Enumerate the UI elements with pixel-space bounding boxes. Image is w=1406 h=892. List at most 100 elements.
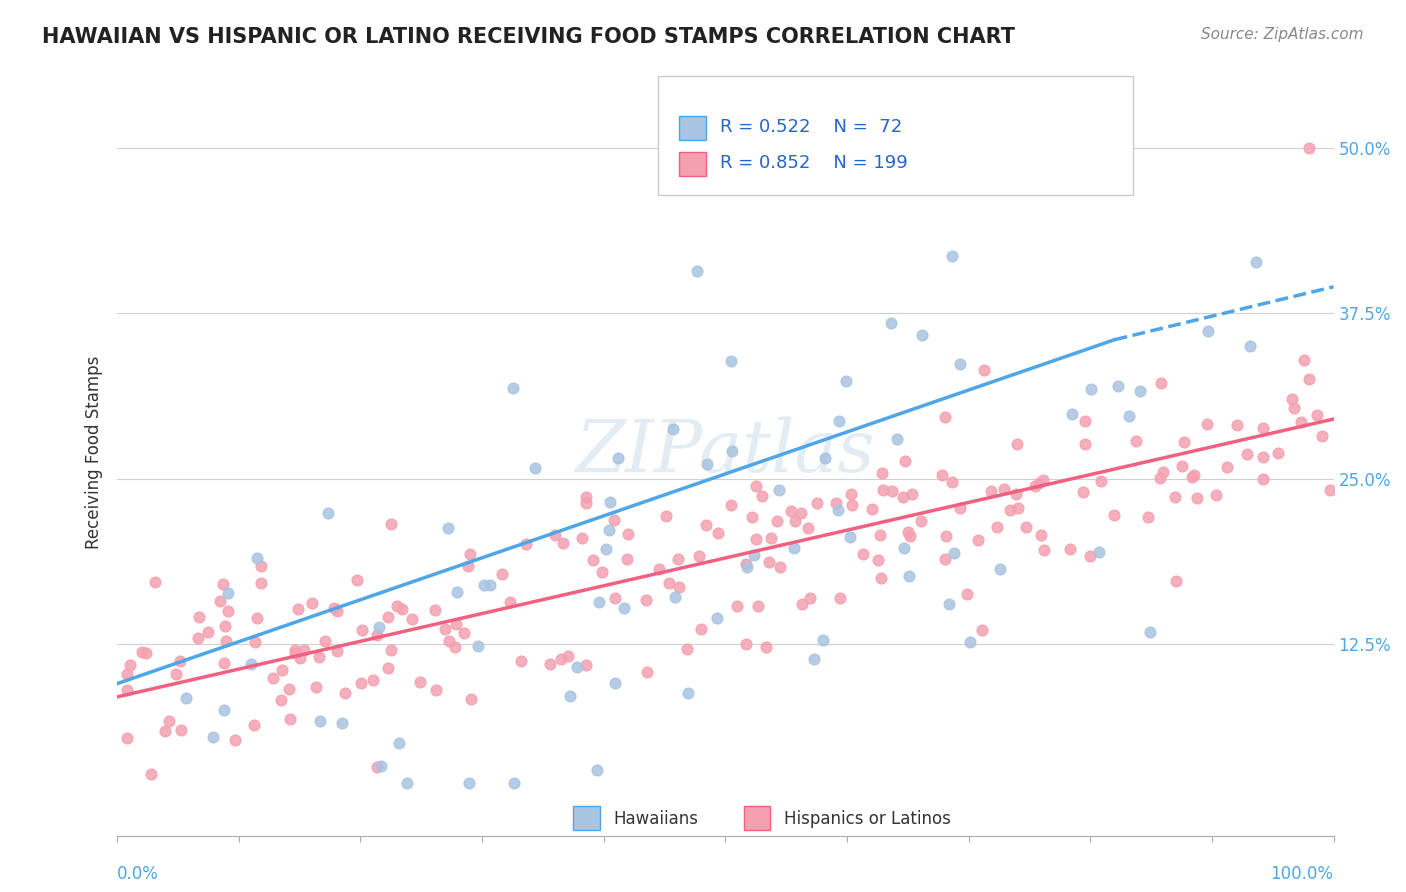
Point xyxy=(1107,379,1129,393)
Point xyxy=(1074,414,1097,428)
Point xyxy=(1185,491,1208,505)
Point xyxy=(735,637,758,651)
Point xyxy=(1205,488,1227,502)
Point xyxy=(1164,574,1187,588)
Point xyxy=(292,643,315,657)
Point xyxy=(1244,255,1267,269)
Point xyxy=(803,652,825,666)
Point xyxy=(1029,527,1052,541)
Point xyxy=(434,623,457,637)
Point xyxy=(553,536,575,550)
Point xyxy=(304,680,326,694)
Point xyxy=(882,484,904,499)
Point xyxy=(725,599,748,613)
Point xyxy=(828,591,851,605)
Point xyxy=(437,634,460,648)
Point xyxy=(366,628,388,642)
Point xyxy=(215,633,238,648)
Point xyxy=(575,490,598,504)
Point xyxy=(769,560,792,574)
Point xyxy=(1298,141,1320,155)
Point xyxy=(654,509,676,524)
Point xyxy=(214,618,236,632)
Point xyxy=(1184,468,1206,483)
Point xyxy=(1129,384,1152,398)
Point xyxy=(686,264,709,278)
Point xyxy=(1173,434,1195,449)
Point xyxy=(479,577,502,591)
Point xyxy=(575,658,598,673)
Point xyxy=(666,551,689,566)
Text: Source: ZipAtlas.com: Source: ZipAtlas.com xyxy=(1201,27,1364,42)
Text: HAWAIIAN VS HISPANIC OR LATINO RECEIVING FOOD STAMPS CORRELATION CHART: HAWAIIAN VS HISPANIC OR LATINO RECEIVING… xyxy=(42,27,1015,46)
Point xyxy=(135,646,157,660)
Point xyxy=(869,528,891,542)
Point xyxy=(662,422,685,436)
Point xyxy=(1033,543,1056,558)
Point xyxy=(755,640,778,654)
Point xyxy=(458,547,481,561)
Point xyxy=(1074,436,1097,450)
Point xyxy=(309,714,332,729)
Point xyxy=(243,718,266,732)
Point xyxy=(664,590,686,604)
Point xyxy=(544,528,567,542)
Point xyxy=(316,506,339,520)
Point xyxy=(352,624,374,638)
Point xyxy=(502,776,524,790)
Point xyxy=(910,514,932,528)
Point xyxy=(524,461,547,475)
Point xyxy=(720,498,742,512)
Point xyxy=(1305,409,1327,423)
Point xyxy=(245,551,267,566)
Point xyxy=(599,494,621,508)
Point xyxy=(565,660,588,674)
Point xyxy=(1197,325,1219,339)
Point xyxy=(457,559,479,574)
Point xyxy=(941,249,963,263)
Point xyxy=(443,640,465,654)
Point xyxy=(368,620,391,634)
Point xyxy=(1253,472,1275,486)
Point xyxy=(707,525,730,540)
Point xyxy=(288,650,311,665)
Text: R = 0.852    N = 199: R = 0.852 N = 199 xyxy=(720,154,908,172)
Point xyxy=(828,414,851,428)
Point xyxy=(1319,483,1341,498)
Point xyxy=(886,432,908,446)
Point xyxy=(460,692,482,706)
Point xyxy=(585,763,607,777)
Point xyxy=(284,646,307,660)
Point xyxy=(1149,471,1171,485)
Point xyxy=(575,496,598,510)
Point xyxy=(169,654,191,668)
Point xyxy=(1281,392,1303,407)
Point xyxy=(616,551,638,566)
Point xyxy=(720,444,742,458)
Point xyxy=(720,353,742,368)
Text: 0.0%: 0.0% xyxy=(117,865,159,883)
Point xyxy=(668,580,690,594)
Point xyxy=(131,644,153,658)
Point xyxy=(1236,447,1258,461)
Point xyxy=(986,520,1008,534)
Point xyxy=(217,604,239,618)
Point xyxy=(557,648,579,663)
Point xyxy=(744,532,766,546)
Point xyxy=(747,599,769,613)
Point xyxy=(894,454,917,468)
Point xyxy=(330,715,353,730)
Point xyxy=(783,514,806,528)
FancyBboxPatch shape xyxy=(574,805,600,830)
Point xyxy=(197,624,219,639)
Point xyxy=(980,484,1002,499)
Point xyxy=(943,546,966,560)
Point xyxy=(395,776,418,790)
Point xyxy=(446,585,468,599)
Point xyxy=(790,506,813,520)
Point xyxy=(967,533,990,548)
Point xyxy=(538,657,561,671)
Point xyxy=(270,663,292,677)
Point xyxy=(860,502,883,516)
Point xyxy=(301,596,323,610)
